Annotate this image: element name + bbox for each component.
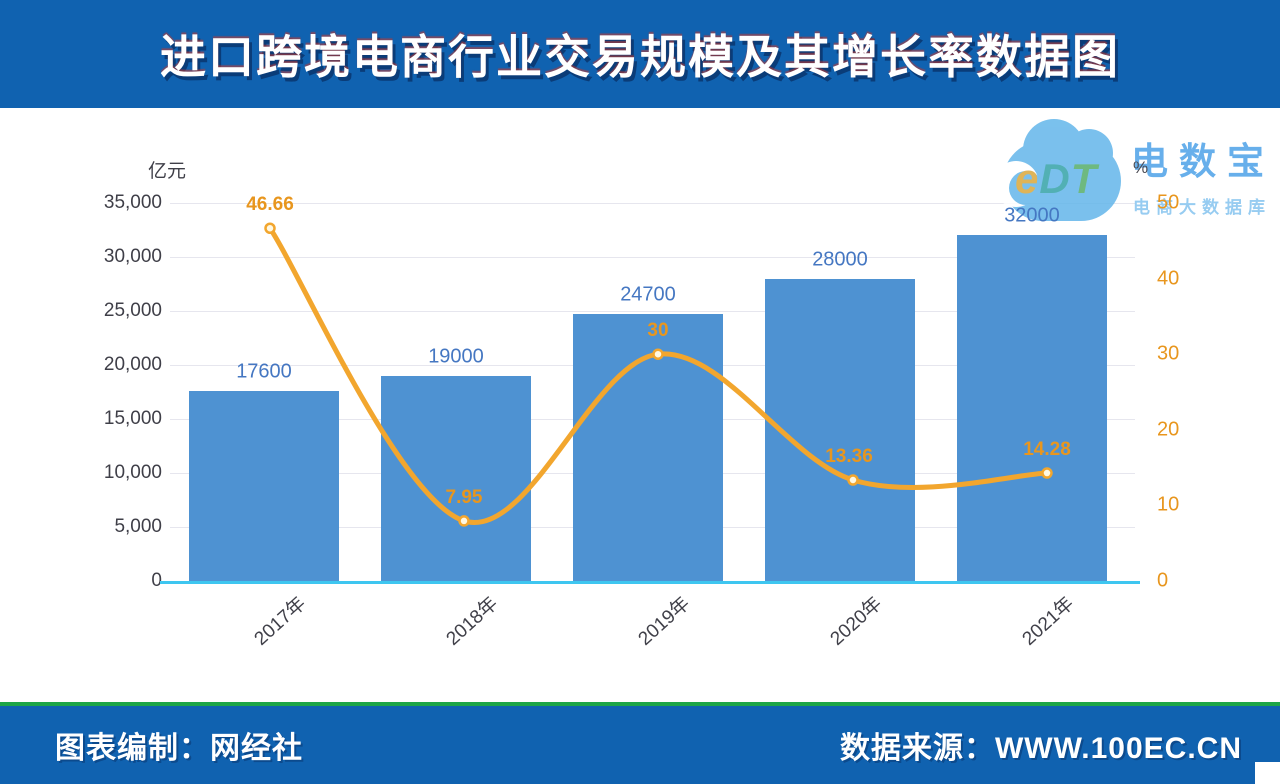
line-value-label: 30 bbox=[647, 320, 669, 342]
x-axis-label: 2017年 bbox=[250, 593, 311, 650]
corner-notch bbox=[1255, 762, 1280, 784]
y-axis-tick-left: 15,000 bbox=[103, 408, 162, 429]
y-axis-tick-right: 50 bbox=[1157, 191, 1180, 214]
line-value-label: 13.36 bbox=[825, 445, 873, 467]
gridline bbox=[170, 203, 1135, 204]
bar bbox=[189, 390, 339, 581]
y-axis-tick-right: 0 bbox=[1157, 569, 1169, 592]
bar bbox=[573, 314, 723, 581]
line-value-label: 14.28 bbox=[1023, 439, 1071, 461]
y-axis-tick-left: 5,000 bbox=[114, 516, 162, 537]
bar bbox=[765, 278, 915, 581]
bar-value-label: 28000 bbox=[812, 248, 868, 271]
line-value-label: 7.95 bbox=[445, 486, 483, 508]
y-axis-tick-left: 0 bbox=[151, 570, 162, 591]
y-axis-tick-left: 25,000 bbox=[103, 300, 162, 321]
bar-value-label: 32000 bbox=[1004, 204, 1060, 227]
brand-name: 电数宝 bbox=[1131, 141, 1275, 182]
x-axis-label: 2018年 bbox=[442, 593, 503, 650]
edt-logo: eDT 电数宝 电商大数据库 bbox=[985, 113, 1280, 233]
cloud-icon bbox=[1065, 129, 1113, 177]
chart-title: 进口跨境电商行业交易规模及其增长率数据图 bbox=[160, 31, 1120, 83]
bar-value-label: 17600 bbox=[236, 360, 292, 383]
chart-author-label: 图表编制：网经社 bbox=[55, 732, 303, 765]
bar-value-label: 19000 bbox=[428, 345, 484, 368]
bar bbox=[957, 235, 1107, 581]
right-axis-unit-label: % bbox=[1133, 158, 1149, 177]
y-axis-tick-right: 30 bbox=[1157, 342, 1180, 365]
left-axis-unit-label: 亿元 bbox=[148, 161, 187, 182]
footer-bar: 图表编制：网经社 数据来源：WWW.100EC.CN bbox=[0, 702, 1280, 784]
y-axis-tick-left: 20,000 bbox=[103, 354, 162, 375]
data-source-label: 数据来源：WWW.100EC.CN bbox=[839, 732, 1242, 765]
x-axis-baseline bbox=[160, 581, 1140, 584]
x-axis-label: 2021年 bbox=[1018, 593, 1079, 650]
x-axis-label: 2019年 bbox=[634, 593, 695, 650]
y-axis-tick-right: 10 bbox=[1157, 493, 1180, 516]
y-axis-tick-left: 35,000 bbox=[103, 192, 162, 213]
y-axis-tick-right: 20 bbox=[1157, 418, 1180, 441]
line-value-label: 46.66 bbox=[246, 194, 294, 216]
y-axis-tick-left: 10,000 bbox=[103, 462, 162, 483]
bar bbox=[381, 375, 531, 581]
line-point-marker bbox=[264, 222, 276, 235]
y-axis-tick-right: 40 bbox=[1157, 267, 1180, 290]
y-axis-tick-left: 30,000 bbox=[103, 246, 162, 267]
x-axis-label: 2020年 bbox=[826, 593, 887, 650]
title-bar: 进口跨境电商行业交易规模及其增长率数据图 bbox=[0, 0, 1280, 108]
cloud-icon bbox=[1009, 171, 1043, 205]
brand-tagline: 电商大数据库 bbox=[1133, 198, 1271, 217]
chart-plot-area: 亿元 % eDT 电数宝 电商大数据库 35,000 30,000 25,000 20… bbox=[0, 108, 1280, 702]
bar-value-label: 24700 bbox=[620, 283, 676, 306]
edt-logo-text: eDT bbox=[1015, 155, 1098, 202]
